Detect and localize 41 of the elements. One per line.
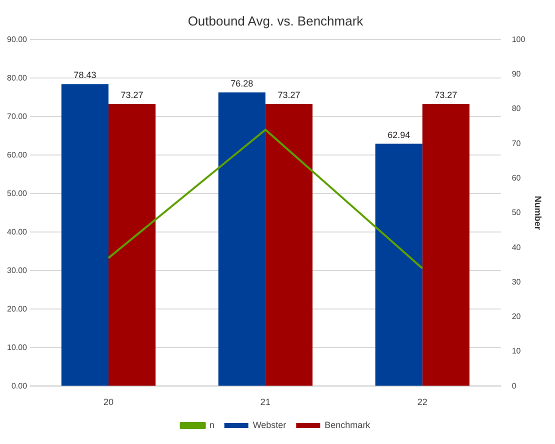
y-tick-label: 60.00	[6, 150, 28, 160]
data-label: 73.27	[120, 90, 144, 100]
bar	[422, 104, 470, 386]
bar	[265, 104, 313, 386]
y2-tick-label: 100	[512, 34, 526, 44]
y-tick-label: 90.00	[6, 34, 28, 44]
bar	[375, 144, 422, 386]
y2-tick-label: 50	[512, 208, 522, 218]
x-tick-label: 21	[260, 397, 270, 408]
y2-tick-label: 20	[512, 312, 522, 322]
y2-tick-label: 40	[512, 242, 522, 252]
y-tick-label: 10.00	[6, 342, 28, 352]
y-tick-label: 40.00	[6, 227, 28, 236]
data-label: 78.43	[74, 70, 96, 80]
y-tick-label: 20.00	[6, 304, 28, 314]
y-tick-label: 30.00	[6, 266, 28, 275]
data-label: 73.27	[434, 90, 458, 100]
y-tick-label: 80.00	[6, 73, 28, 82]
bar	[218, 92, 266, 386]
x-tick-label: 22	[417, 397, 428, 408]
data-label: 62.94	[388, 130, 410, 140]
y-tick-label: 0.00	[11, 381, 28, 390]
bar	[61, 84, 108, 386]
x-tick-label: 20	[103, 397, 114, 408]
y2-tick-label: 80	[512, 104, 522, 114]
bar	[108, 104, 156, 386]
y2-tick-label: 10	[512, 346, 522, 356]
data-label: 73.27	[278, 90, 300, 100]
y2-tick-label: 70	[512, 138, 522, 148]
legend-label: Benchmark	[324, 420, 371, 430]
y-tick-label: 70.00	[6, 112, 28, 121]
y-tick-label: 50.00	[6, 188, 28, 198]
y2-tick-label: 30	[512, 277, 522, 286]
legend-label: Webster	[252, 420, 286, 430]
legend-label: n	[209, 420, 214, 430]
y2-tick-label: 90	[512, 69, 522, 78]
y2-tick-label: 0	[512, 381, 517, 390]
y2-axis-title: Number	[533, 196, 544, 230]
chart-title: Outbound Avg. vs. Benchmark	[188, 13, 364, 28]
y2-tick-label: 60	[512, 173, 522, 182]
data-label: 76.28	[230, 78, 254, 88]
